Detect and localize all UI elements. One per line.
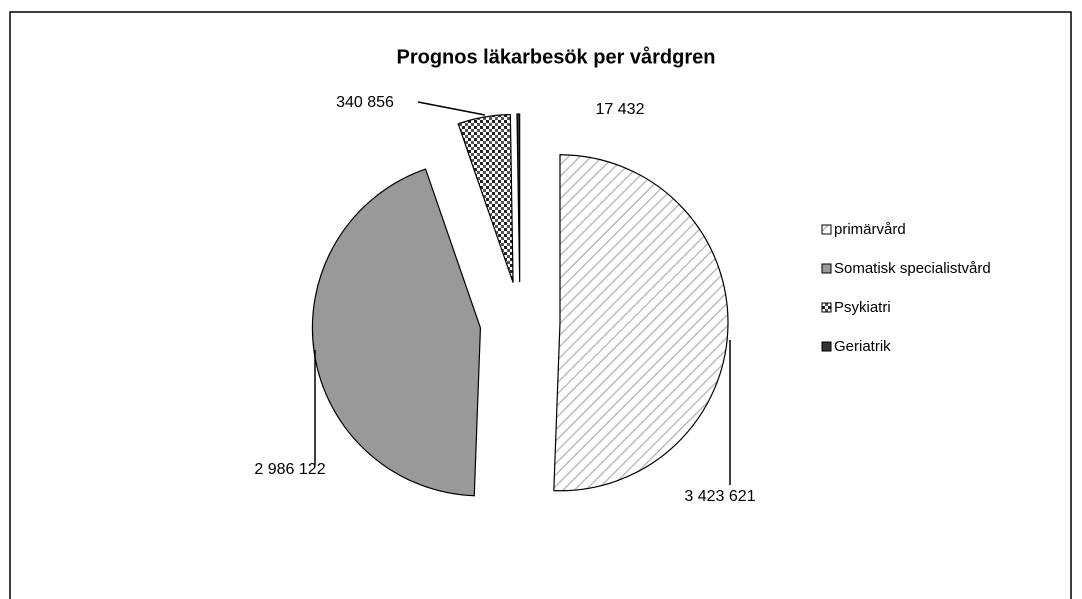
legend-marker xyxy=(821,302,832,313)
data-label: 3 423 621 xyxy=(684,488,755,505)
leader-line xyxy=(417,101,486,116)
pie-slice xyxy=(311,168,482,497)
pie-slice xyxy=(516,113,521,283)
legend-label: primärvård xyxy=(834,221,906,238)
legend-marker xyxy=(821,224,832,235)
chart-title: Prognos läkarbesök per vårdgren xyxy=(396,45,715,68)
legend-marker xyxy=(821,341,832,352)
legend-label: Geriatrik xyxy=(834,338,891,355)
data-label: 2 986 122 xyxy=(254,461,325,478)
frame xyxy=(9,11,1072,599)
data-label: 340 856 xyxy=(336,94,394,111)
legend-marker xyxy=(821,263,832,274)
legend-label: Psykiatri xyxy=(834,299,891,316)
data-label: 17 432 xyxy=(596,101,645,118)
pie-slice xyxy=(457,114,514,283)
legend-label: Somatisk specialistvård xyxy=(834,260,991,277)
pie-slice xyxy=(553,154,729,492)
